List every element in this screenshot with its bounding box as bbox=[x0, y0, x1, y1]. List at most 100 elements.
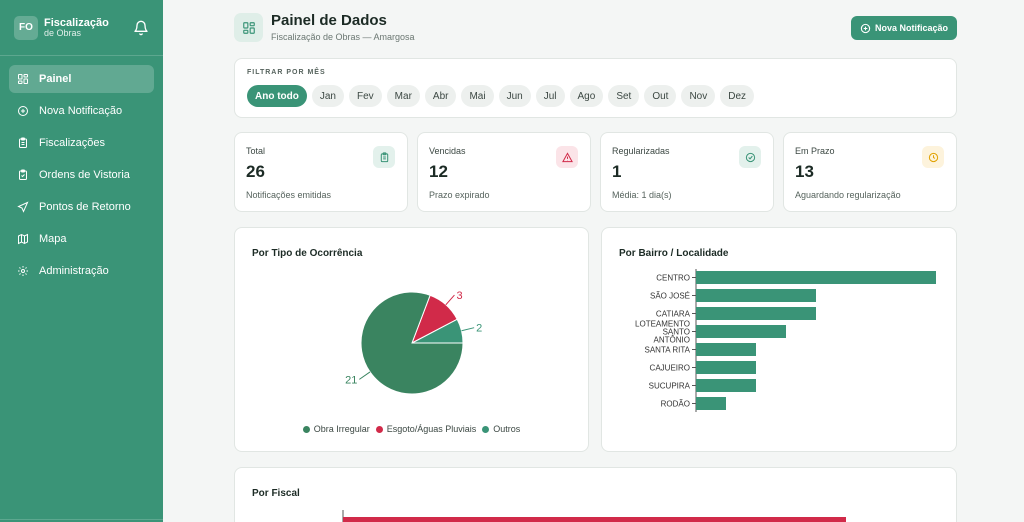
clipboard-check-icon bbox=[19, 169, 27, 180]
pie-label-line bbox=[359, 371, 371, 380]
stat-value: 12 bbox=[429, 162, 448, 181]
bar bbox=[696, 271, 936, 284]
bar-chart-fiscal bbox=[342, 510, 846, 522]
bell-icon[interactable] bbox=[133, 20, 149, 36]
gear-icon bbox=[18, 266, 28, 276]
sidebar-item-administracao[interactable]: Administração bbox=[9, 257, 154, 285]
dashboard-icon bbox=[18, 74, 28, 84]
y-tick-label: CATIARA bbox=[656, 310, 691, 319]
sidebar-item-ordens-de-vistoria[interactable]: Ordens de Vistoria bbox=[9, 161, 154, 189]
sidebar-footer-divider bbox=[0, 519, 163, 520]
check-circle-icon bbox=[739, 146, 761, 168]
month-chips: Ano todo Jan Fev Mar Abr Mai Jun Jul Ago Set Out No… bbox=[247, 85, 755, 107]
page-header: Painel de Dados Fiscalização de Obras — … bbox=[234, 12, 957, 46]
month-filter: FILTRAR POR MÊS Ano todo Jan Fev Mar Abr Mai J… bbox=[234, 58, 957, 118]
brand-badge: FO bbox=[14, 15, 38, 40]
month-chip[interactable]: Jan bbox=[311, 85, 344, 107]
month-chip[interactable]: Set bbox=[608, 85, 640, 107]
stat-value: 13 bbox=[795, 162, 814, 181]
sidebar-item-fiscalizacoes[interactable]: Fiscalizações bbox=[9, 129, 154, 157]
page-subtitle: Fiscalização de Obras — Amargosa bbox=[271, 32, 415, 42]
pie-data-label: 3 bbox=[456, 290, 462, 302]
pie-label-line bbox=[461, 327, 475, 332]
brand-subtitle: de Obras bbox=[44, 27, 82, 38]
month-chip[interactable]: Mar bbox=[386, 85, 420, 107]
sidebar-item-label: Ordens de Vistoria bbox=[39, 169, 130, 181]
stat-card-regularizadas: Regularizadas 1 Média: 1 dia(s) bbox=[600, 132, 774, 212]
brand: FO Fiscalização de Obras bbox=[0, 0, 163, 56]
plus-circle-icon bbox=[18, 106, 28, 116]
stat-description: Média: 1 dia(s) bbox=[612, 190, 672, 200]
stat-card-vencidas: Vencidas 12 Prazo expirado bbox=[417, 132, 591, 212]
bar bbox=[696, 307, 816, 320]
stat-value: 1 bbox=[612, 162, 622, 181]
y-tick-label: CENTRO bbox=[656, 274, 690, 283]
alert-triangle-icon bbox=[556, 146, 578, 168]
y-tick-label: LOTEAMENTO SANTO ANTÔNIO bbox=[635, 320, 690, 345]
new-notification-label: Nova Notificação bbox=[874, 23, 948, 33]
clipboard-icon bbox=[19, 137, 27, 148]
chart-title: Por Bairro / Localidade bbox=[619, 248, 729, 259]
stat-card-total: Total 26 Notificações emitidas bbox=[234, 132, 408, 212]
pie-data-label: 21 bbox=[345, 374, 357, 386]
month-chip[interactable]: Jul bbox=[535, 85, 565, 107]
sidebar-item-nova-notificacao[interactable]: Nova Notificação bbox=[9, 97, 154, 125]
month-chip[interactable]: Jun bbox=[498, 85, 531, 107]
month-chip[interactable]: Ago bbox=[569, 85, 604, 107]
pie-data-label: 2 bbox=[476, 323, 482, 335]
pie-label-line bbox=[445, 294, 455, 306]
legend-swatch bbox=[482, 425, 490, 433]
clock-icon bbox=[922, 146, 944, 168]
pie-legend: Obra Irregular Esgoto/Águas Pluviais Outro… bbox=[235, 424, 588, 434]
sidebar-nav: Painel Nova Notificação Fiscalizações Or… bbox=[0, 56, 163, 298]
month-chip[interactable]: Dez bbox=[720, 85, 755, 107]
chart-card-tipo: Por Tipo de Ocorrência 3 2 21 Obra Irregul… bbox=[234, 227, 589, 452]
sidebar-item-pontos-de-retorno[interactable]: Pontos de Retorno bbox=[9, 193, 154, 221]
sidebar-item-label: Mapa bbox=[39, 233, 67, 245]
month-chip[interactable]: Ano todo bbox=[247, 85, 307, 107]
month-chip[interactable]: Fev bbox=[349, 85, 382, 107]
pie-slice bbox=[360, 291, 464, 395]
y-tick-label: SUCUPIRA bbox=[649, 382, 691, 391]
legend-entry: Outros bbox=[482, 424, 520, 434]
bar bbox=[696, 343, 756, 356]
chart-title: Por Tipo de Ocorrência bbox=[252, 248, 363, 259]
sidebar-item-label: Administração bbox=[39, 265, 109, 277]
filter-label: FILTRAR POR MÊS bbox=[247, 69, 326, 76]
sidebar-item-label: Painel bbox=[39, 73, 72, 85]
stat-description: Notificações emitidas bbox=[246, 190, 332, 200]
plus-circle-icon bbox=[860, 23, 871, 33]
month-chip[interactable]: Mai bbox=[461, 85, 494, 107]
month-chip[interactable]: Abr bbox=[424, 85, 457, 107]
y-tick-label: CAJUEIRO bbox=[650, 364, 690, 373]
stat-description: Aguardando regularização bbox=[795, 190, 901, 200]
pie-chart: 3 2 21 bbox=[345, 290, 482, 395]
bar bbox=[343, 517, 846, 522]
map-icon bbox=[18, 233, 28, 245]
stat-value: 26 bbox=[246, 162, 265, 181]
legend-label: Obra Irregular bbox=[313, 424, 370, 434]
y-tick-label: RODÃO bbox=[661, 400, 690, 409]
legend-entry: Esgoto/Águas Pluviais bbox=[375, 424, 476, 434]
stat-card-em-prazo: Em Prazo 13 Aguardando regularização bbox=[783, 132, 957, 212]
sidebar-item-label: Pontos de Retorno bbox=[39, 201, 131, 213]
y-tick-label: SANTA RITA bbox=[645, 346, 691, 355]
sidebar-item-label: Nova Notificação bbox=[39, 105, 123, 117]
dashboard-icon bbox=[234, 13, 263, 42]
month-chip[interactable]: Out bbox=[644, 85, 677, 107]
sidebar-item-label: Fiscalizações bbox=[39, 137, 106, 149]
stat-label: Total bbox=[246, 146, 266, 156]
clipboard-icon bbox=[373, 146, 395, 168]
bar bbox=[696, 379, 756, 392]
brand-title: Fiscalização bbox=[44, 16, 109, 29]
new-notification-button[interactable]: Nova Notificação bbox=[850, 16, 957, 40]
bar bbox=[696, 361, 756, 374]
y-tick-label: SÃO JOSÉ bbox=[650, 292, 690, 301]
sidebar-item-painel[interactable]: Painel bbox=[9, 65, 154, 93]
page-title: Painel de Dados bbox=[271, 12, 387, 29]
sidebar-item-mapa[interactable]: Mapa bbox=[9, 225, 154, 253]
sidebar: FO Fiscalização de Obras Painel Nova Not… bbox=[0, 0, 163, 522]
bar bbox=[696, 397, 726, 410]
month-chip[interactable]: Nov bbox=[681, 85, 716, 107]
